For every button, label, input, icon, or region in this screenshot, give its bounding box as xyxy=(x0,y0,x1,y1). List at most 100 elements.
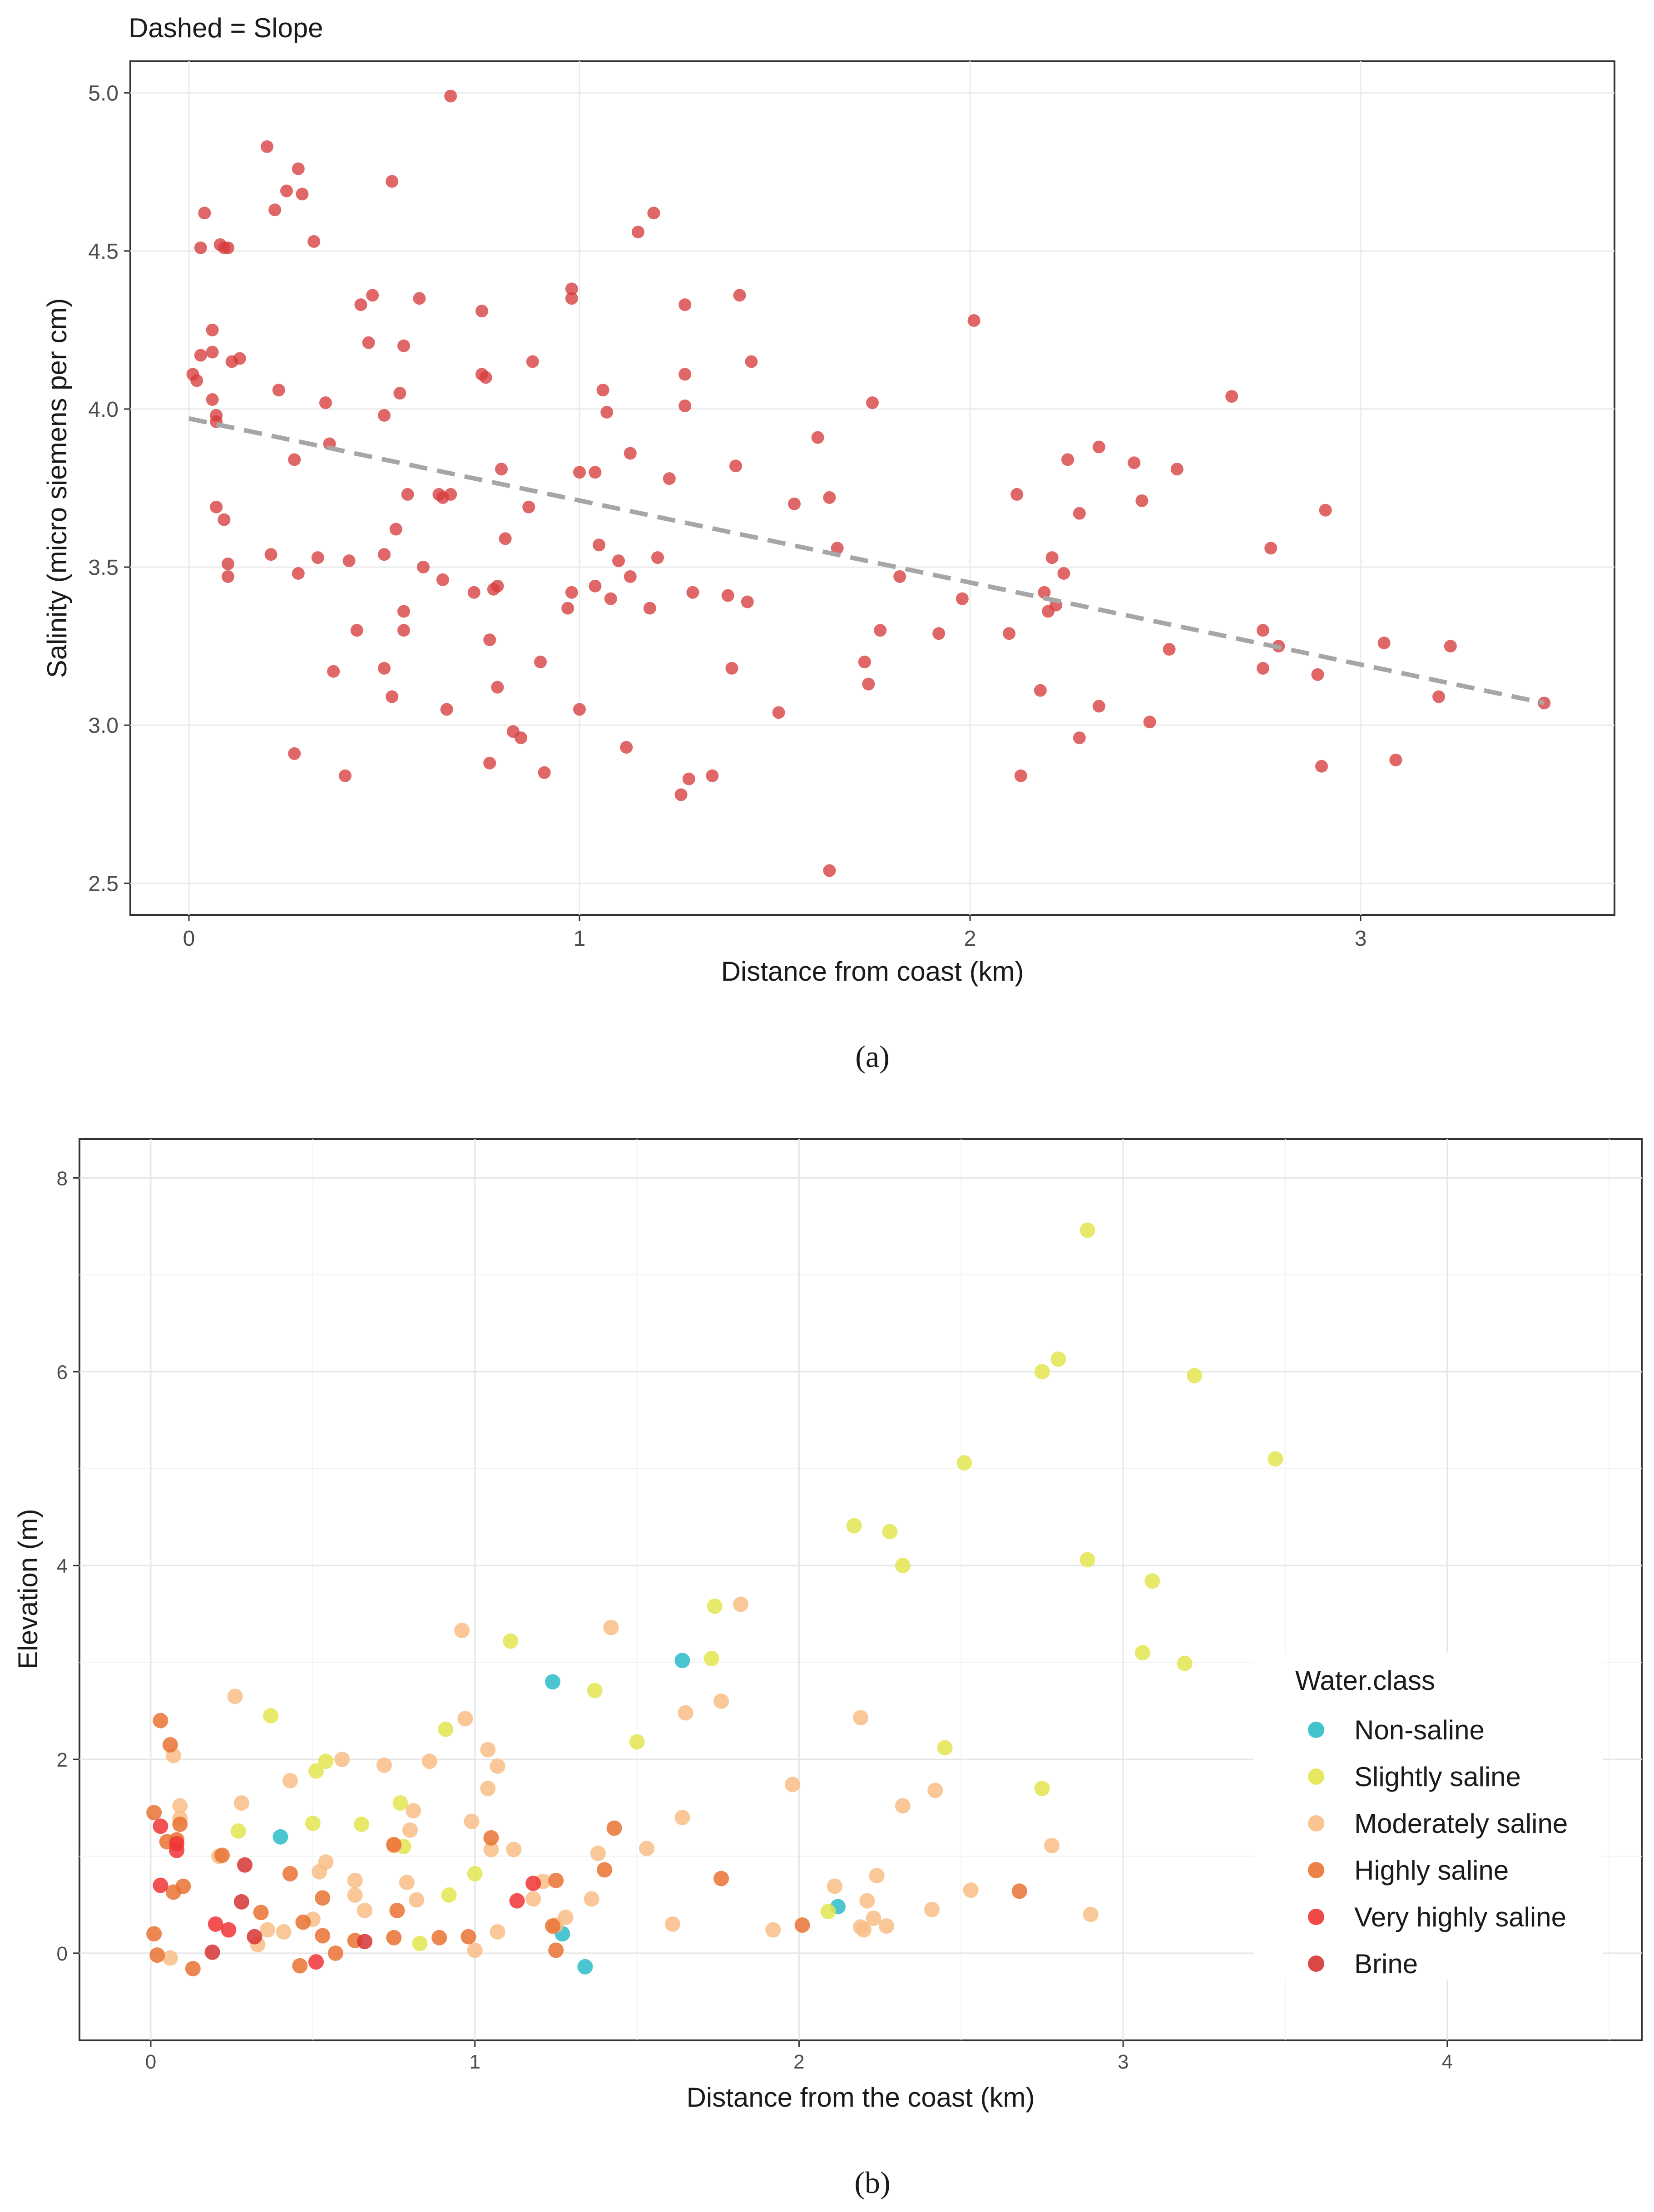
chart-a-data-point xyxy=(292,162,305,175)
chart-b-point-moderately-saline xyxy=(376,1757,392,1773)
chart-a-data-point xyxy=(1432,690,1445,703)
chart-b-point-moderately-saline xyxy=(357,1902,373,1918)
chart-b-point-moderately-saline xyxy=(454,1623,470,1639)
chart-a-data-point xyxy=(862,677,875,691)
legend-swatch-highly xyxy=(1308,1862,1324,1878)
chart-a-gridlines xyxy=(130,61,1614,915)
chart-a-data-point xyxy=(565,292,578,305)
chart-a-data-point xyxy=(444,89,457,103)
chart-a-data-point xyxy=(589,579,602,592)
chart-b-point-moderately-saline xyxy=(399,1875,415,1891)
chart-a-data-point xyxy=(311,551,324,564)
chart-a-data-point xyxy=(823,491,836,504)
chart-b-point-highly-saline xyxy=(315,1890,331,1906)
chart-b: 0 1 2 3 4 0 2 4 6 8 Distance from the coast (km)… xyxy=(13,1138,1643,2200)
chart-b-point-moderately-saline xyxy=(678,1705,693,1721)
chart-b-legend: Water.class Non-saline Slightly saline Mod… xyxy=(1253,1653,1603,1980)
chart-a-data-point xyxy=(296,188,309,201)
chart-a-data-point xyxy=(745,355,758,368)
chart-a-data-point xyxy=(678,298,692,311)
chart-b-point-slightly-saline xyxy=(707,1598,723,1614)
chart-b-point-highly-saline xyxy=(292,1958,308,1974)
chart-b-point-slightly-saline xyxy=(1034,1781,1050,1797)
chart-b-point-moderately-saline xyxy=(480,1781,496,1797)
chart-b-point-slightly-saline xyxy=(467,1866,483,1881)
chart-a-data-point xyxy=(206,346,219,359)
chart-b-point-highly-saline xyxy=(146,1926,162,1942)
chart-a-data-point xyxy=(682,772,695,785)
chart-a-data-point xyxy=(1034,684,1047,697)
chart-a-x-ticks: 0 1 2 3 xyxy=(183,915,1367,951)
legend-swatch-veryhighly xyxy=(1308,1909,1324,1925)
chart-b-x-tick-label: 1 xyxy=(469,2051,480,2073)
chart-a-data-point xyxy=(354,298,367,311)
chart-a-data-point xyxy=(389,523,402,536)
chart-a-data-point xyxy=(647,207,660,220)
chart-b-points xyxy=(146,1222,1283,1977)
chart-b-y-tick-label: 4 xyxy=(57,1555,68,1577)
chart-b-point-highly-saline xyxy=(282,1866,298,1881)
chart-a-data-point xyxy=(967,314,981,327)
chart-a-data-point xyxy=(413,292,426,305)
chart-b-point-moderately-saline xyxy=(457,1711,473,1727)
chart-b-point-slightly-saline xyxy=(1134,1645,1150,1661)
chart-b-point-slightly-saline xyxy=(703,1651,719,1667)
chart-b-point-highly-saline xyxy=(253,1905,269,1921)
legend-label-moderately: Moderately saline xyxy=(1354,1808,1568,1839)
chart-b-point-brine xyxy=(237,1857,253,1873)
chart-a-y-axis-label: Salinity (micro siemens per cm) xyxy=(42,298,72,678)
chart-b-point-moderately-saline xyxy=(162,1950,178,1966)
chart-b-point-slightly-saline xyxy=(1187,1368,1203,1383)
chart-a-data-point xyxy=(526,355,539,368)
chart-b-point-moderately-saline xyxy=(480,1742,496,1758)
chart-a-data-point xyxy=(440,703,453,716)
chart-a-data-point xyxy=(620,741,633,754)
chart-b-point-highly-saline xyxy=(214,1847,230,1863)
chart-a-data-point xyxy=(624,447,637,460)
chart-a-data-point xyxy=(397,605,410,618)
chart-a-data-point xyxy=(483,756,496,770)
chart-b-point-moderately-saline xyxy=(282,1773,298,1788)
chart-b-point-slightly-saline xyxy=(937,1740,953,1756)
chart-a-data-point xyxy=(206,323,219,336)
chart-b-point-moderately-saline xyxy=(639,1841,654,1856)
chart-a-data-point xyxy=(515,731,527,745)
chart-b-x-axis-label: Distance from the coast (km) xyxy=(687,2082,1035,2113)
chart-b-point-moderately-saline xyxy=(464,1813,480,1829)
chart-a-data-point xyxy=(1170,463,1184,476)
chart-a-data-point xyxy=(194,241,207,254)
chart-a-data-point xyxy=(1128,456,1141,469)
chart-a-data-point xyxy=(190,374,203,387)
chart-b-y-tick-label: 8 xyxy=(57,1167,68,1190)
chart-a-data-point xyxy=(292,567,305,580)
legend-swatch-brine xyxy=(1308,1955,1324,1972)
chart-a-data-point xyxy=(1061,453,1074,466)
chart-b-point-moderately-saline xyxy=(827,1878,842,1894)
chart-b-legend-background xyxy=(1253,1653,1603,1980)
chart-b-point-slightly-saline xyxy=(1050,1351,1066,1367)
chart-a-data-point xyxy=(1257,662,1269,675)
chart-a-data-point xyxy=(893,570,906,583)
chart-b-point-moderately-saline xyxy=(347,1887,363,1903)
chart-a-data-point xyxy=(678,368,692,381)
chart-a-data-point xyxy=(534,655,547,668)
chart-a-data-point xyxy=(651,551,664,564)
chart-a-data-point xyxy=(222,570,234,583)
chart-b-point-highly-saline xyxy=(153,1713,168,1728)
chart-b-point-slightly-saline xyxy=(353,1817,369,1832)
chart-a-data-point xyxy=(1010,488,1024,501)
chart-b-x-tick-label: 2 xyxy=(793,2051,804,2073)
chart-a-data-point xyxy=(487,583,500,596)
chart-a-data-point xyxy=(1073,731,1086,745)
chart-a-data-point xyxy=(788,497,801,510)
chart-b-point-slightly-saline xyxy=(230,1823,246,1839)
chart-a-data-point xyxy=(729,459,742,473)
chart-b-point-slightly-saline xyxy=(305,1815,321,1831)
chart-b-point-brine xyxy=(357,1934,373,1950)
chart-b-point-non-saline xyxy=(272,1829,288,1845)
chart-a-data-point xyxy=(280,184,293,198)
chart-b-point-moderately-saline xyxy=(259,1922,275,1938)
chart-a-data-point xyxy=(706,769,719,782)
chart-a-data-point xyxy=(1057,567,1070,580)
chart-a-panel xyxy=(129,60,1615,916)
